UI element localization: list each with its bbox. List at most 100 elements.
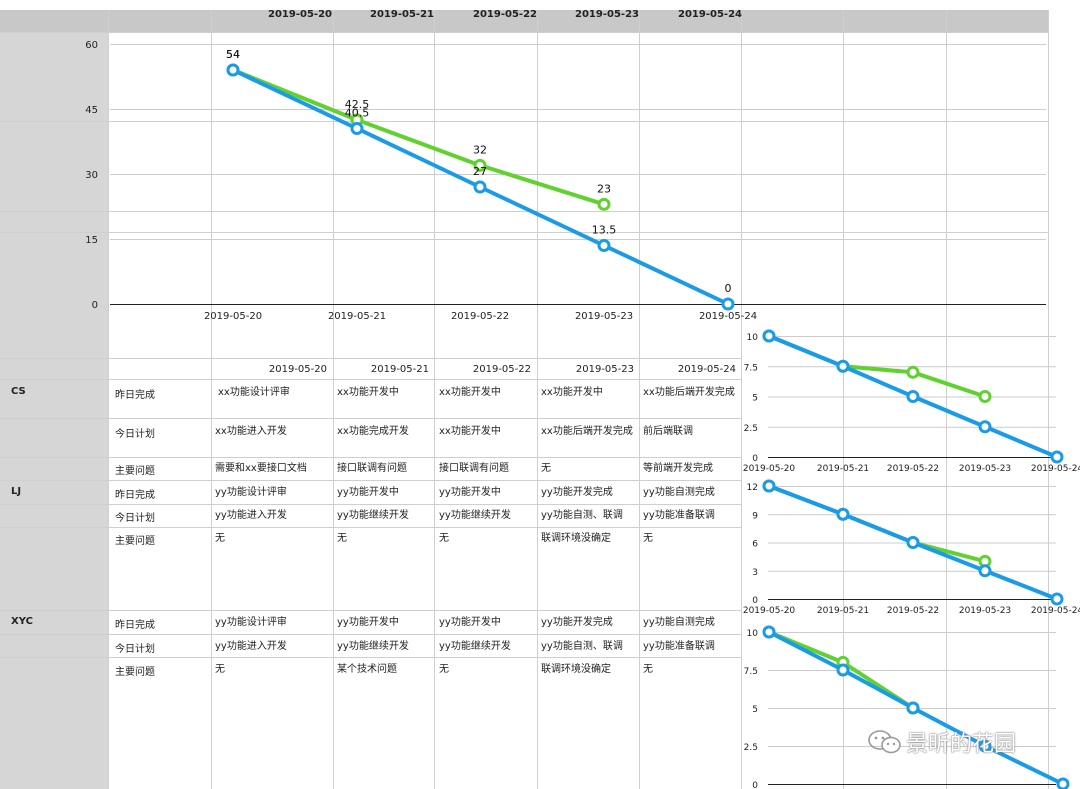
table-cell[interactable]: yy功能继续开发 <box>337 641 409 652</box>
table-cell[interactable]: 等前端开发完成 <box>643 463 713 474</box>
row-label[interactable]: 今日计划 <box>115 429 155 440</box>
table-cell[interactable]: xx功能设计评审 <box>218 387 290 398</box>
data-label: 27 <box>473 165 487 178</box>
table-cell[interactable]: 无 <box>215 664 225 675</box>
table-cell[interactable]: yy功能继续开发 <box>439 641 511 652</box>
y-tick-label: 2.5 <box>744 743 758 753</box>
table-cell[interactable]: yy功能开发中 <box>337 487 399 498</box>
header-date-cell[interactable]: 2019-05-21 <box>370 9 434 20</box>
table-cell[interactable]: yy功能进入开发 <box>215 641 287 652</box>
table-cell[interactable]: 无 <box>337 533 347 544</box>
table-date-cell[interactable]: 2019-05-20 <box>268 364 327 375</box>
table-cell[interactable]: yy功能设计评审 <box>215 487 287 498</box>
table-cell[interactable]: xx功能开发中 <box>337 387 399 398</box>
owner-label[interactable]: CS <box>11 386 26 397</box>
table-cell[interactable]: yy功能自测完成 <box>643 617 715 628</box>
row-label[interactable]: 主要问题 <box>115 667 155 678</box>
table-cell[interactable]: yy功能开发完成 <box>541 617 613 628</box>
data-point <box>978 390 992 403</box>
data-point <box>836 507 850 521</box>
header-date-cell[interactable]: 2019-05-24 <box>678 9 742 20</box>
row-label[interactable]: 主要问题 <box>115 466 155 477</box>
table-cell[interactable]: 某个技术问题 <box>337 664 397 675</box>
table-cell[interactable]: yy功能继续开发 <box>439 510 511 521</box>
row-label[interactable]: 昨日完成 <box>115 490 155 501</box>
y-tick-label: 60 <box>85 40 98 51</box>
data-label: 42.5 <box>345 98 370 111</box>
table-cell[interactable]: yy功能开发中 <box>337 617 399 628</box>
y-tick-label: 5 <box>752 394 758 404</box>
table-cell[interactable]: 无 <box>643 533 653 544</box>
owner-label[interactable]: XYC <box>11 616 33 627</box>
table-date-cell[interactable]: 2019-05-23 <box>575 364 634 375</box>
table-cell[interactable]: xx功能开发中 <box>439 426 501 437</box>
x-tick-label: 2019-05-23 <box>959 464 1011 474</box>
x-tick-label: 2019-05-20 <box>204 311 262 322</box>
table-cell[interactable]: yy功能准备联调 <box>643 641 715 652</box>
data-point <box>350 122 364 135</box>
table-cell[interactable]: yy功能自测、联调 <box>541 641 623 652</box>
table-cell[interactable]: xx功能开发中 <box>439 387 501 398</box>
table-cell[interactable]: 无 <box>541 463 551 474</box>
table-cell[interactable]: 无 <box>215 533 225 544</box>
table-cell[interactable]: yy功能继续开发 <box>337 510 409 521</box>
watermark: 景昕的花园 <box>868 726 1016 758</box>
y-tick-label: 0 <box>752 454 758 464</box>
table-cell[interactable]: 前后端联调 <box>643 426 693 437</box>
y-tick-label: 30 <box>85 170 98 181</box>
x-tick-label: 2019-05-20 <box>743 464 796 474</box>
data-label: 23 <box>597 182 611 195</box>
data-point <box>978 564 992 578</box>
table-cell[interactable]: yy功能准备联调 <box>643 510 715 521</box>
y-tick-label: 0 <box>752 781 758 789</box>
y-tick-label: 12 <box>747 483 758 493</box>
table-cell[interactable]: yy功能设计评审 <box>215 617 287 628</box>
table-cell[interactable]: yy功能开发中 <box>439 617 501 628</box>
y-tick-label: 9 <box>752 511 758 521</box>
table-cell[interactable]: xx功能开发中 <box>541 387 603 398</box>
data-point <box>762 329 776 343</box>
burndown-chart: 02.557.5102019-05-202019-05-212019-05-22… <box>744 625 1070 789</box>
data-point <box>978 420 992 434</box>
table-cell[interactable]: 接口联调有问题 <box>439 463 509 474</box>
table-cell[interactable]: yy功能开发中 <box>439 487 501 498</box>
table-date-cell[interactable]: 2019-05-24 <box>677 364 736 375</box>
header-date-cell[interactable]: 2019-05-20 <box>268 9 332 20</box>
x-tick-label: 2019-05-24 <box>1031 606 1080 616</box>
data-point <box>836 359 850 373</box>
table-cell[interactable]: yy功能自测、联调 <box>541 510 623 521</box>
table-cell[interactable]: 联调环境没确定 <box>541 664 611 675</box>
row-label[interactable]: 今日计划 <box>115 513 155 524</box>
table-cell[interactable]: 无 <box>439 664 449 675</box>
data-point <box>906 536 920 549</box>
header-date-cell[interactable]: 2019-05-22 <box>473 9 537 20</box>
y-tick-label: 7.5 <box>744 667 758 677</box>
table-date-cell[interactable]: 2019-05-22 <box>472 364 531 375</box>
data-point <box>762 625 776 639</box>
table-cell[interactable]: yy功能进入开发 <box>215 510 287 521</box>
data-point <box>473 158 487 172</box>
table-cell[interactable]: 接口联调有问题 <box>337 463 407 474</box>
table-cell[interactable]: 需要和xx要接口文档 <box>215 463 307 474</box>
table-cell[interactable]: xx功能完成开发 <box>337 426 409 437</box>
table-cell[interactable]: yy功能自测完成 <box>643 487 715 498</box>
x-tick-label: 2019-05-21 <box>817 464 869 474</box>
table-date-cell[interactable]: 2019-05-21 <box>370 364 429 375</box>
table-cell[interactable]: 无 <box>439 533 449 544</box>
x-tick-label: 2019-05-20 <box>743 606 796 616</box>
header-date-cell[interactable]: 2019-05-23 <box>575 9 639 20</box>
x-tick-label: 2019-05-23 <box>575 311 633 322</box>
row-label[interactable]: 昨日完成 <box>115 390 155 401</box>
table-cell[interactable]: 无 <box>643 664 653 675</box>
row-label[interactable]: 今日计划 <box>115 644 155 655</box>
table-cell[interactable]: xx功能进入开发 <box>215 426 287 437</box>
table-cell[interactable]: 联调环境没确定 <box>541 533 611 544</box>
table-cell[interactable]: yy功能开发完成 <box>541 487 613 498</box>
burndown-chart: 0 3 6 9 12 2019-05-20 2019-05-21 2019-05-22 2019… <box>743 479 1080 616</box>
table-cell[interactable]: xx功能后端开发完成 <box>643 387 735 398</box>
owner-label[interactable]: LJ <box>11 486 22 497</box>
row-label[interactable]: 主要问题 <box>115 536 155 547</box>
table-cell[interactable]: xx功能后端开发完成 <box>541 426 633 437</box>
row-label[interactable]: 昨日完成 <box>115 620 155 631</box>
data-label: 13.5 <box>592 224 617 237</box>
